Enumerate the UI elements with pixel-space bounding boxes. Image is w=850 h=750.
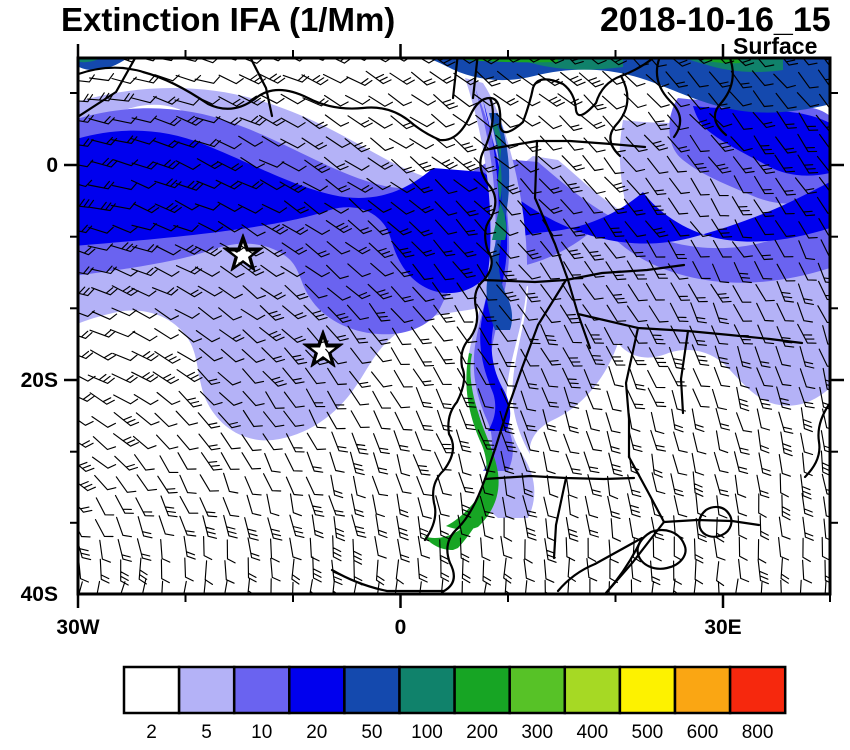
svg-text:20: 20 [306,722,327,743]
svg-text:300: 300 [521,722,553,743]
svg-text:40S: 40S [21,583,58,606]
svg-text:400: 400 [576,722,608,743]
svg-text:2: 2 [146,722,157,743]
svg-text:200: 200 [466,722,498,743]
svg-text:50: 50 [361,722,382,743]
svg-text:100: 100 [411,722,443,743]
svg-text:Surface: Surface [733,33,817,59]
svg-text:600: 600 [687,722,719,743]
svg-text:Extinction IFA (1/Mm): Extinction IFA (1/Mm) [61,1,395,38]
svg-text:30W: 30W [56,616,99,639]
svg-text:10: 10 [251,722,272,743]
svg-text:0: 0 [46,154,58,177]
svg-text:0: 0 [395,616,407,639]
svg-text:800: 800 [742,722,774,743]
svg-text:20S: 20S [21,369,58,392]
svg-text:5: 5 [201,722,212,743]
svg-text:30E: 30E [704,616,741,639]
svg-text:500: 500 [632,722,664,743]
